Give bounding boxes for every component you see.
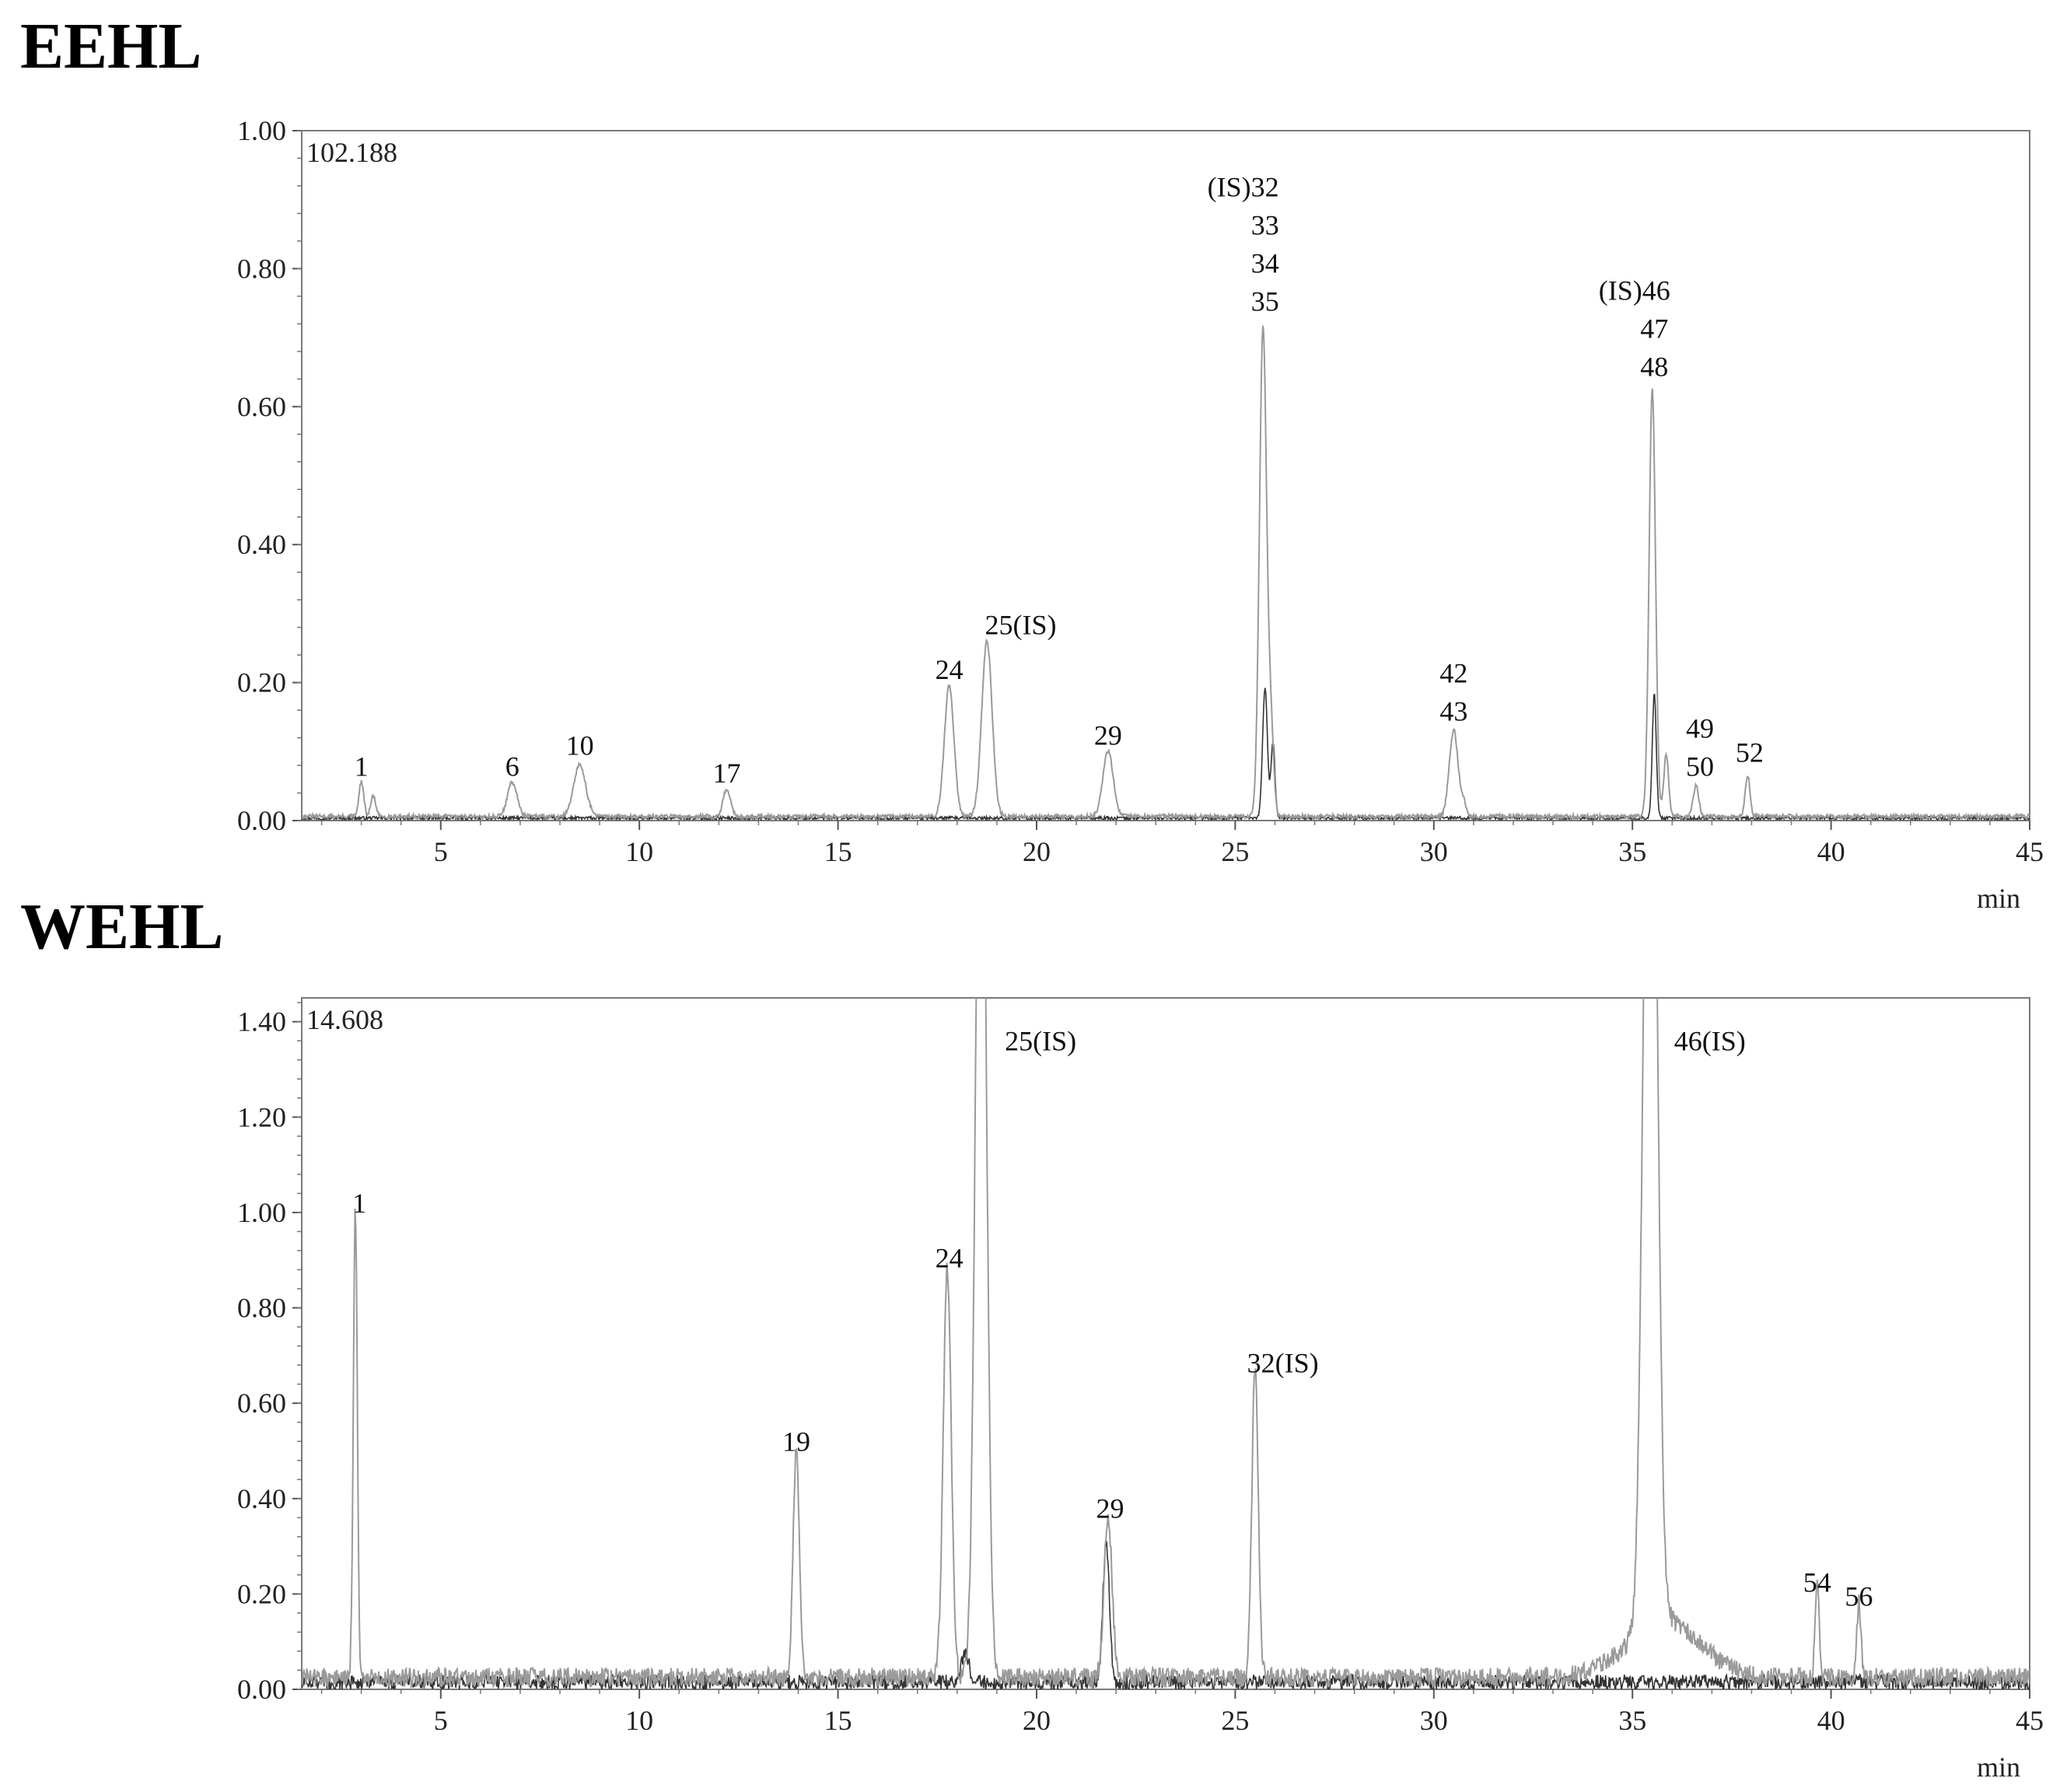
peak-label: 43 bbox=[1439, 696, 1467, 727]
y-tick-label: 1.40 bbox=[237, 1006, 286, 1038]
peak-label: 1 bbox=[352, 1188, 366, 1219]
trace-main bbox=[302, 325, 2030, 821]
peak-label: 50 bbox=[1686, 751, 1714, 782]
peak-label: 48 bbox=[1640, 351, 1668, 382]
x-tick-label: 40 bbox=[1817, 1705, 1845, 1736]
peak-label: 25(IS) bbox=[1005, 1025, 1076, 1056]
peak-label: 42 bbox=[1439, 658, 1467, 689]
x-tick-label: 20 bbox=[1023, 836, 1051, 867]
y-tick-label: 0.80 bbox=[237, 253, 286, 284]
y-tick-label: 0.00 bbox=[237, 805, 286, 836]
peak-label: 29 bbox=[1096, 1493, 1124, 1524]
peak-label: 34 bbox=[1251, 247, 1279, 278]
y-tick-label: 1.00 bbox=[237, 1197, 286, 1228]
x-tick-label: 45 bbox=[2016, 1705, 2044, 1736]
peak-label: 35 bbox=[1251, 285, 1279, 317]
intensity-scale-label: 14.608 bbox=[306, 1004, 383, 1035]
peak-label: (IS)46 bbox=[1599, 275, 1670, 306]
x-tick-label: 30 bbox=[1420, 1705, 1448, 1736]
chart-title-wehl: WEHL bbox=[20, 891, 224, 963]
peak-label: 56 bbox=[1845, 1581, 1873, 1612]
peak-label: 17 bbox=[713, 758, 741, 789]
x-tick-label: 15 bbox=[824, 1705, 852, 1736]
x-tick-label: 5 bbox=[434, 836, 448, 867]
y-tick-label: 0.40 bbox=[237, 529, 286, 560]
x-tick-label: 10 bbox=[625, 836, 653, 867]
peak-label: 52 bbox=[1736, 737, 1764, 768]
peak-label: 10 bbox=[566, 730, 594, 761]
peak-label: 47 bbox=[1640, 313, 1668, 344]
x-tick-label: 45 bbox=[2016, 836, 2044, 867]
trace-overlay bbox=[302, 688, 2030, 821]
y-tick-label: 0.60 bbox=[237, 391, 286, 422]
y-tick-label: 0.00 bbox=[237, 1674, 286, 1705]
y-tick-label: 1.00 bbox=[237, 115, 286, 146]
peak-label: 1 bbox=[355, 751, 369, 782]
x-tick-label: 25 bbox=[1221, 836, 1249, 867]
chromatogram-wehl: 0.00 0.20 0.40 0.60 0.80 1.00 1.20 1.40 5 10 15 20 2… bbox=[237, 997, 2044, 1783]
y-tick-label: 0.80 bbox=[237, 1293, 286, 1324]
peak-label: 19 bbox=[782, 1426, 810, 1457]
x-tick-label: 20 bbox=[1023, 1705, 1051, 1736]
y-tick-label: 0.20 bbox=[237, 667, 286, 698]
x-unit-label: min bbox=[1977, 1752, 2020, 1783]
peak-label: 46(IS) bbox=[1674, 1025, 1746, 1056]
peak-label: 6 bbox=[505, 751, 519, 782]
peak-label: 54 bbox=[1803, 1566, 1831, 1598]
x-tick-label: 25 bbox=[1221, 1705, 1249, 1736]
intensity-scale-label: 102.188 bbox=[306, 137, 397, 168]
peak-label: 24 bbox=[936, 654, 964, 685]
x-tick-label: 30 bbox=[1420, 836, 1448, 867]
x-tick-label: 15 bbox=[824, 836, 852, 867]
x-tick-label: 5 bbox=[434, 1705, 448, 1736]
trace-overlay bbox=[302, 1541, 2030, 1689]
chromatogram-eehl: 0.00 0.20 0.40 0.60 0.80 1.00 5 10 15 20 25 30 35 40 4… bbox=[237, 115, 2044, 914]
chart-title-eehl: EEHL bbox=[20, 10, 202, 82]
peak-label: (IS)32 bbox=[1208, 171, 1279, 202]
peak-label: 29 bbox=[1094, 719, 1122, 751]
trace-main bbox=[302, 998, 2030, 1689]
x-tick-label: 35 bbox=[1618, 836, 1646, 867]
peak-label: 24 bbox=[936, 1242, 964, 1273]
x-unit-label: min bbox=[1977, 883, 2020, 914]
peak-label: 32(IS) bbox=[1247, 1347, 1319, 1378]
peak-label: 49 bbox=[1686, 713, 1714, 744]
y-tick-label: 1.20 bbox=[237, 1101, 286, 1132]
x-tick-label: 10 bbox=[625, 1705, 653, 1736]
peak-label: 33 bbox=[1251, 209, 1279, 240]
y-tick-label: 0.60 bbox=[237, 1388, 286, 1419]
y-tick-label: 0.20 bbox=[237, 1578, 286, 1609]
y-tick-label: 0.40 bbox=[237, 1483, 286, 1514]
x-tick-label: 40 bbox=[1817, 836, 1845, 867]
x-tick-label: 35 bbox=[1618, 1705, 1646, 1736]
plot-frame bbox=[301, 997, 2030, 1690]
peak-label: 25(IS) bbox=[985, 610, 1057, 641]
plot-frame bbox=[301, 130, 2030, 821]
